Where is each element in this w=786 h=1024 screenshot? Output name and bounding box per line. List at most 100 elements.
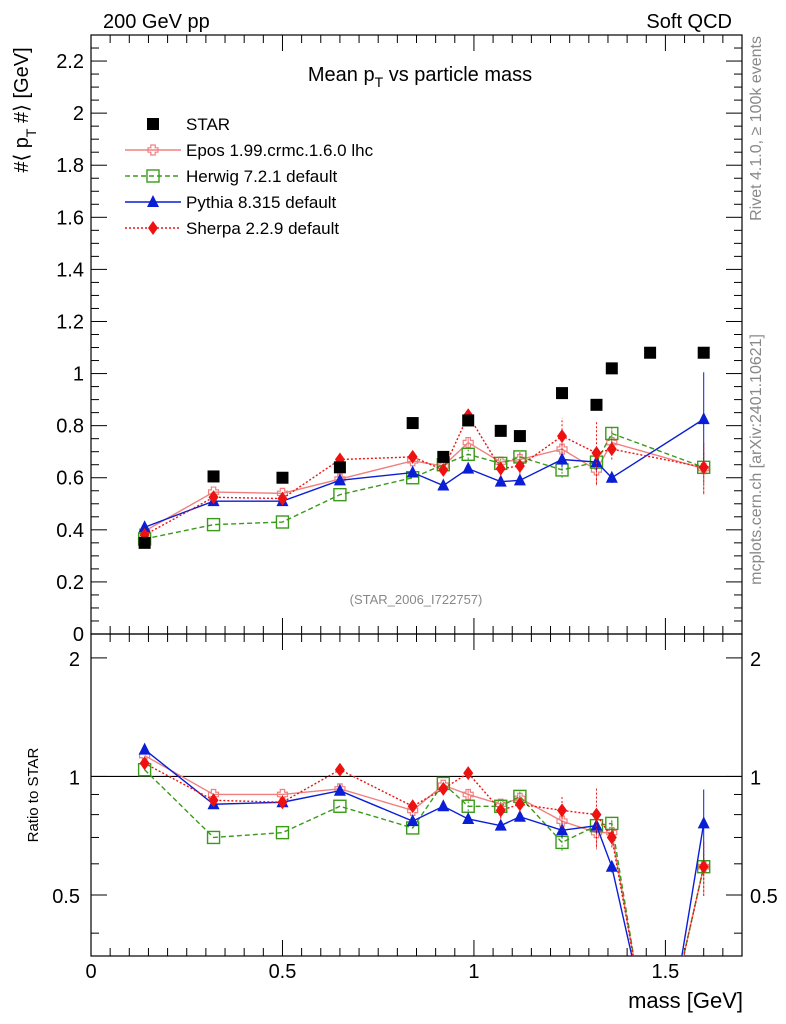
y-tick-label: 1 — [73, 364, 84, 386]
data-point — [556, 443, 568, 455]
series-line — [144, 413, 704, 536]
data-point — [437, 478, 450, 491]
ratio-point — [206, 830, 221, 845]
ratio-point — [606, 830, 617, 845]
mcplots-label: mcplots.cern.ch [arXiv:2401.10621] — [748, 334, 765, 585]
x-tick-label: 0 — [85, 961, 96, 983]
ratio-point — [333, 783, 346, 796]
star-data-point — [276, 471, 289, 484]
data-point — [138, 520, 151, 533]
analysis-watermark: (STAR_2006_I722757) — [350, 592, 483, 607]
data-point — [697, 412, 710, 425]
star-data-point — [556, 387, 569, 400]
axes-ticks: 0 0.5 1 1.5 0 0.2 0.4 0.6 0.8 1 1.2 1.4 1.6 1.8 2 2.2 0.… — [52, 34, 778, 983]
legend: STAR Epos 1.99.crmc.1.6.0 lhc Herwig 7.2.1… — [125, 115, 374, 238]
star-data-point — [513, 430, 526, 443]
ratio-point — [494, 818, 507, 831]
legend-label: Sherpa 2.2.9 default — [186, 219, 339, 238]
ratio-point — [556, 823, 569, 836]
ratio-point — [406, 814, 419, 827]
legend-label: STAR — [186, 115, 230, 134]
star-data-point — [138, 536, 151, 549]
ratio-point — [275, 825, 290, 840]
data-point — [462, 436, 474, 449]
y-tick-label: 0.6 — [56, 468, 84, 490]
ratio-point — [513, 809, 526, 822]
y-tick-label: 0.8 — [56, 416, 84, 438]
legend-label: Herwig 7.2.1 default — [186, 167, 337, 186]
ratio-point — [462, 811, 475, 824]
legend-marker — [147, 195, 159, 207]
ratio-point — [591, 807, 602, 822]
data-point — [698, 460, 709, 475]
legend-marker — [148, 221, 158, 235]
y-tick-label: 2.2 — [56, 51, 84, 73]
y-tick-label: 1.4 — [56, 259, 84, 281]
ratio-line — [144, 749, 705, 956]
ratio-point — [437, 799, 450, 812]
header-left: 200 GeV pp — [103, 11, 210, 33]
legend-item: Sherpa 2.2.9 default — [125, 219, 339, 238]
ratio-point — [514, 797, 525, 812]
data-point — [333, 487, 347, 502]
series-line — [144, 441, 704, 532]
legend-label: Epos 1.99.crmc.1.6.0 lhc — [186, 141, 374, 160]
legend-item: STAR — [147, 115, 230, 134]
ratio-tick-label-right: 1 — [750, 767, 761, 789]
ratio-point — [698, 859, 709, 874]
legend-label: Pythia 8.315 default — [186, 193, 337, 212]
star-data-point — [494, 424, 507, 437]
star-data-point — [590, 398, 603, 411]
ratio-plot-frame — [90, 633, 743, 957]
ratio-tick-label: 0.5 — [52, 886, 80, 908]
ratio-y-axis-label: Ratio to STAR — [25, 747, 42, 842]
legend-item: Herwig 7.2.1 default — [125, 167, 337, 186]
series-line — [144, 432, 704, 540]
star-data-point — [437, 450, 450, 463]
rivet-label: Rivet 4.1.0, ≥ 100k events — [748, 36, 765, 221]
ratio-tick-label-right: 2 — [750, 649, 761, 671]
star-data-point — [462, 414, 475, 427]
ratio-point — [495, 803, 506, 818]
ratio-plot-marks — [137, 742, 711, 956]
ratio-point — [139, 756, 150, 771]
ratio-tick-label-right: 0.5 — [750, 886, 778, 908]
header-right: Soft QCD — [646, 11, 732, 33]
ratio-point — [463, 766, 474, 781]
data-point — [406, 465, 419, 478]
ratio-point — [462, 788, 474, 801]
data-point — [495, 461, 506, 476]
x-tick-label: 1 — [468, 961, 479, 983]
data-point — [606, 442, 617, 457]
star-data-point — [333, 461, 346, 474]
legend-item: Pythia 8.315 default — [125, 193, 337, 212]
chart-title: Mean pT vs particle mass — [308, 64, 532, 90]
legend-item: Epos 1.99.crmc.1.6.0 lhc — [125, 141, 374, 160]
star-data-point — [605, 362, 618, 375]
y-axis-label: #⟨ pT #⟩ [GeV] — [11, 47, 39, 172]
y-tick-label: 1.6 — [56, 207, 84, 229]
x-axis-label: mass [GeV] — [628, 988, 743, 1013]
data-point — [494, 474, 507, 487]
star-data-point — [406, 417, 419, 430]
ratio-point — [697, 816, 710, 829]
ratio-tick-label: 2 — [69, 649, 80, 671]
ratio-point — [605, 859, 618, 872]
star-data-point — [644, 346, 657, 359]
ratio-point — [333, 799, 347, 813]
data-point — [438, 462, 449, 477]
main-plot-marks — [137, 346, 711, 549]
x-tick-label: 1.5 — [652, 961, 680, 983]
x-tick-label: 0.5 — [269, 961, 297, 983]
data-point — [513, 473, 526, 486]
data-point — [206, 517, 221, 532]
y-tick-label: 2 — [73, 103, 84, 125]
legend-marker — [147, 144, 159, 156]
ratio-point — [277, 795, 288, 810]
data-point — [407, 449, 418, 464]
data-point — [556, 452, 569, 465]
data-point — [333, 473, 346, 486]
data-point — [514, 459, 525, 474]
ratio-point — [556, 815, 568, 827]
